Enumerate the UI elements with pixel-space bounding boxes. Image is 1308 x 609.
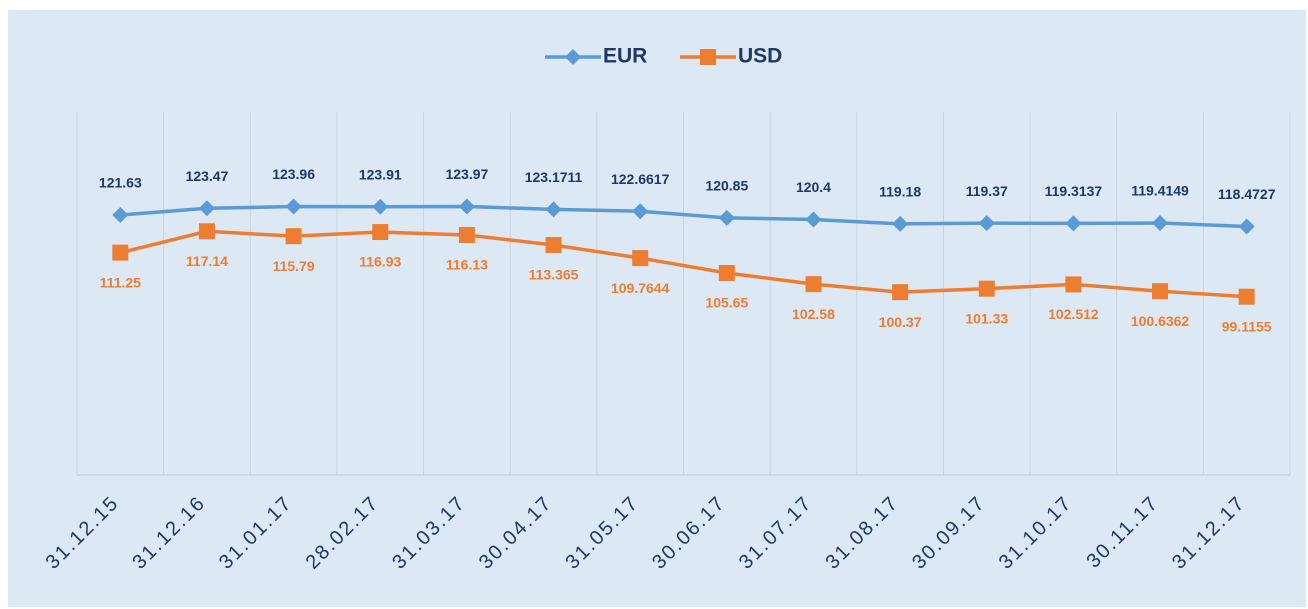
marker (285, 198, 302, 215)
marker (1065, 276, 1082, 293)
data-label: 102.512 (1048, 306, 1099, 322)
marker (372, 224, 389, 241)
series-line (119, 229, 1247, 299)
data-label: 99.1155 (1222, 318, 1272, 334)
data-label: 119.4149 (1131, 183, 1189, 199)
data-label: 123.91 (359, 166, 402, 182)
data-label: 116.13 (446, 257, 488, 273)
marker (632, 250, 649, 267)
marker (1152, 215, 1169, 232)
marker (1238, 288, 1255, 305)
data-label: 113.365 (529, 267, 579, 283)
marker (1152, 283, 1169, 300)
data-label: 100.37 (879, 314, 922, 330)
marker (805, 211, 822, 228)
data-label: 123.96 (272, 166, 315, 182)
marker (565, 49, 581, 65)
legend-label: USD (738, 45, 782, 68)
marker (372, 198, 389, 215)
data-label: 109.7644 (611, 280, 670, 296)
marker (458, 198, 475, 215)
data-label: 117.14 (186, 253, 228, 269)
data-label: 119.3137 (1045, 183, 1103, 199)
marker (1238, 218, 1255, 235)
data-label: 123.97 (445, 166, 488, 182)
marker (978, 280, 995, 297)
data-label: 122.6617 (611, 171, 670, 187)
marker (112, 206, 129, 223)
marker (700, 49, 716, 65)
data-label: 123.1711 (525, 169, 583, 185)
data-label: 119.18 (879, 184, 921, 200)
data-label: 119.37 (966, 183, 1008, 199)
data-label: 121.63 (99, 175, 142, 191)
marker (892, 215, 909, 232)
data-label: 105.65 (705, 295, 748, 311)
marker (285, 228, 302, 245)
marker (112, 244, 129, 261)
data-label: 118.4727 (1218, 186, 1276, 202)
data-label: 100.6362 (1131, 313, 1190, 329)
chart-background (8, 10, 1306, 607)
data-label: 102.58 (792, 306, 835, 322)
marker (198, 200, 215, 217)
data-label: 123.47 (186, 168, 229, 184)
data-label: 111.25 (100, 274, 141, 290)
marker (805, 276, 822, 293)
marker (545, 236, 562, 253)
legend-label: EUR (603, 45, 647, 68)
marker (545, 201, 562, 218)
marker (198, 223, 215, 240)
data-label: 116.93 (359, 254, 401, 270)
marker (718, 264, 735, 281)
data-label: 120.4 (796, 179, 831, 195)
marker (632, 203, 649, 220)
marker (978, 215, 995, 232)
data-label: 120.85 (705, 178, 748, 194)
data-label: 115.79 (273, 258, 315, 274)
marker (892, 284, 909, 301)
series-line (120, 204, 1247, 229)
data-label: 101.33 (965, 310, 1008, 326)
marker (1065, 215, 1082, 232)
marker (718, 209, 735, 226)
marker (458, 226, 475, 243)
